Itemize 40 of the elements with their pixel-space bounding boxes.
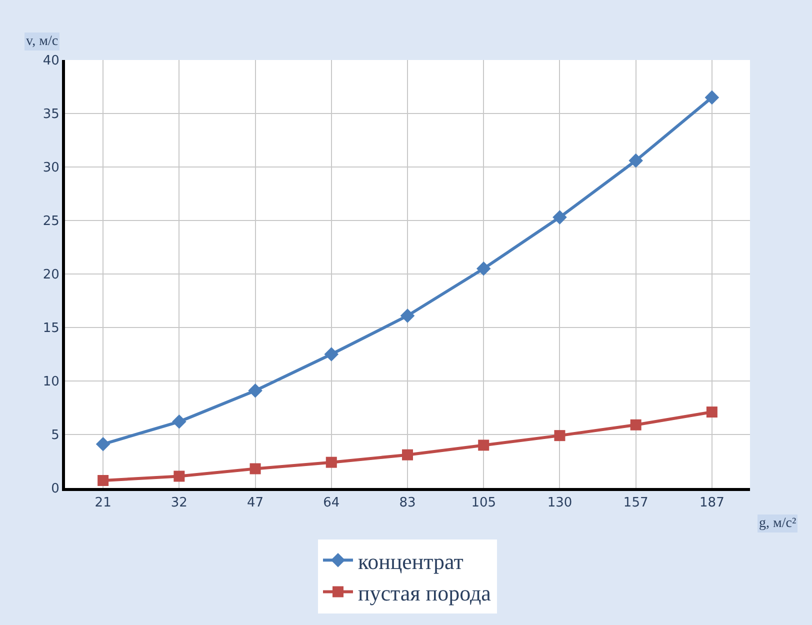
y-tick-label: 15 xyxy=(42,321,60,336)
y-tick-label: 5 xyxy=(51,428,60,444)
x-tick-label: 130 xyxy=(547,496,572,511)
x-tick-label: 83 xyxy=(399,496,416,511)
x-tick-label: 105 xyxy=(471,496,496,511)
point xyxy=(706,406,718,418)
x-tick-label: 32 xyxy=(170,496,188,511)
point xyxy=(96,436,110,452)
point xyxy=(400,308,415,323)
point xyxy=(250,463,261,474)
x-tick-label: 21 xyxy=(94,496,112,511)
point xyxy=(552,210,567,224)
point xyxy=(478,440,490,451)
point xyxy=(476,262,491,276)
point xyxy=(172,414,186,429)
y-tick-label: 25 xyxy=(42,214,60,230)
point xyxy=(554,430,566,442)
y-tick-label: 35 xyxy=(42,107,60,122)
y-axis-title: v, м/с xyxy=(26,34,58,49)
point xyxy=(704,90,720,105)
x-axis-title: g, м/с² xyxy=(759,516,796,531)
x-tick-label: 157 xyxy=(623,496,648,511)
point xyxy=(402,449,413,460)
x-tick-label: 47 xyxy=(247,496,264,511)
point xyxy=(324,347,339,362)
y-tick-label: 0 xyxy=(51,482,60,497)
point xyxy=(174,470,185,482)
y-tick-label: 20 xyxy=(42,268,60,283)
y-tick-label: 10 xyxy=(42,374,60,390)
legend-label: пустая порода xyxy=(358,580,492,606)
point xyxy=(248,383,262,398)
point xyxy=(628,153,643,168)
y-tick-label: 40 xyxy=(42,54,60,69)
legend-label: концентрат xyxy=(358,548,464,574)
y-tick-label: 30 xyxy=(42,160,60,176)
x-tick-label: 64 xyxy=(323,496,340,511)
x-tick-label: 187 xyxy=(700,496,724,511)
point xyxy=(98,475,109,486)
point xyxy=(630,419,642,430)
point xyxy=(326,456,337,468)
